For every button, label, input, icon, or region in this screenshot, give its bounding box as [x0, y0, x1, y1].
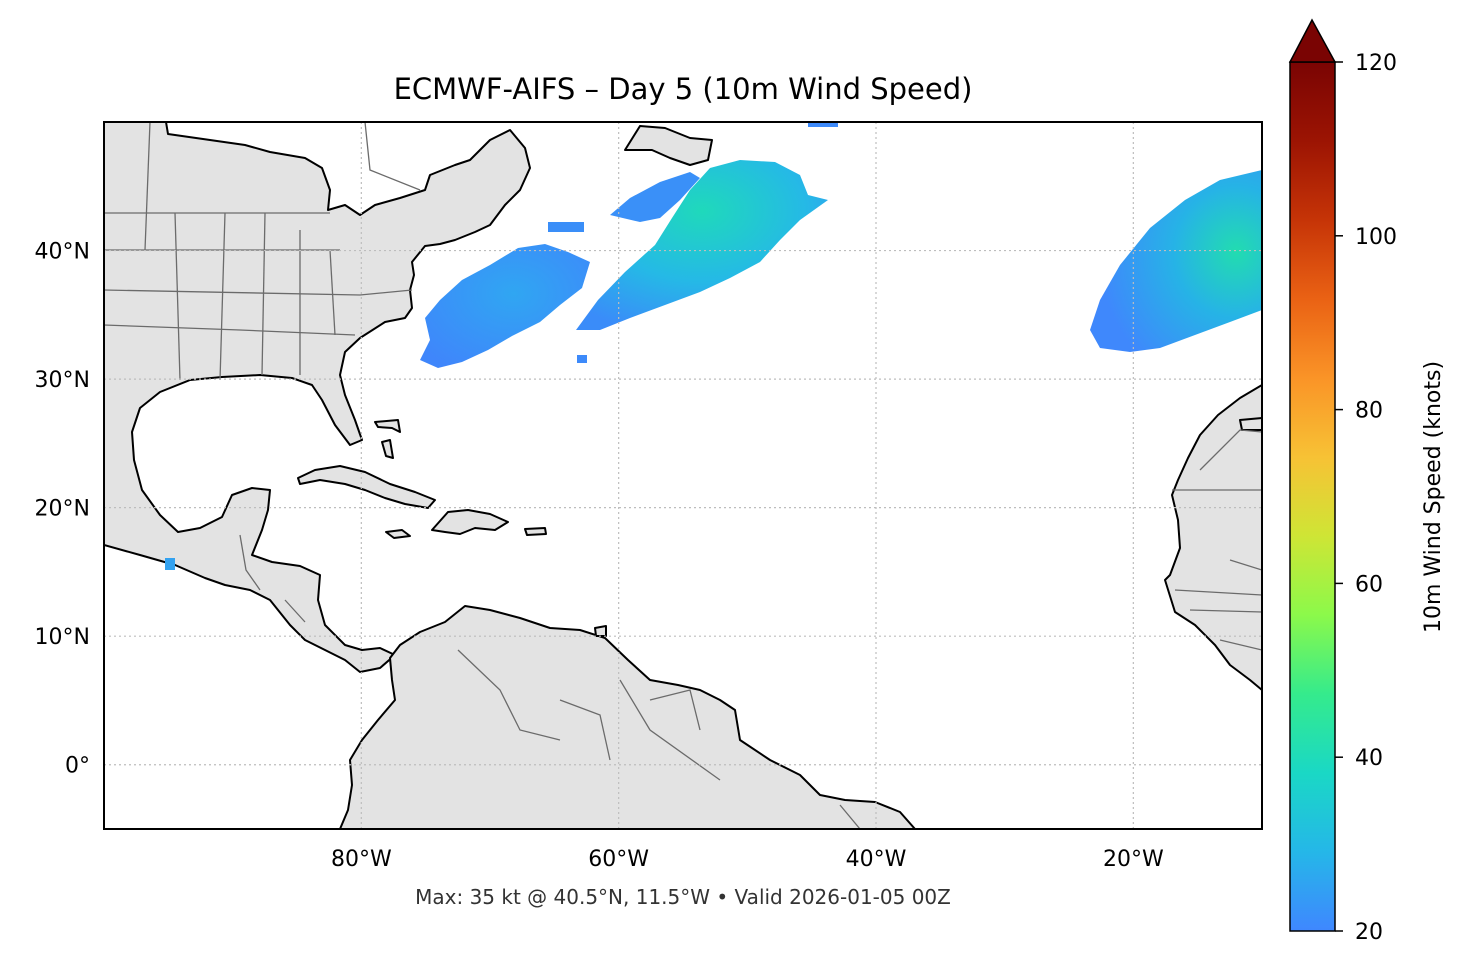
lat-tick-label: 40°N	[35, 240, 90, 265]
footer-note: Max: 35 kt @ 40.5°N, 11.5°W • Valid 2026…	[415, 885, 951, 909]
lat-tick-label: 20°N	[35, 497, 90, 522]
wind-speck-1	[548, 222, 584, 232]
lat-tick-label: 30°N	[35, 368, 90, 393]
colorbar-tick-label: 80	[1355, 399, 1383, 424]
latitude-labels: 40°N 30°N 20°N 10°N 0°	[35, 240, 90, 779]
longitude-labels: 80°W 60°W 40°W 20°W	[331, 847, 1164, 872]
colorbar-tick-label: 40	[1355, 746, 1383, 771]
land-cuba	[297, 465, 436, 509]
colorbar-tick-label: 100	[1355, 225, 1397, 250]
land-north-america	[104, 122, 531, 673]
land-newfoundland	[624, 125, 713, 166]
lon-tick-label: 20°W	[1103, 847, 1164, 872]
lat-tick-label: 0°	[65, 754, 90, 779]
colorbar-body	[1289, 61, 1336, 932]
colorbar-tick-label: 20	[1355, 920, 1383, 945]
political-borders	[104, 122, 1262, 829]
wind-speed-layer	[165, 122, 1262, 570]
lon-tick-label: 60°W	[588, 847, 649, 872]
colorbar: 20 40 60 80 100 120 10m Wind Speed (knots)	[1288, 18, 1446, 945]
lat-tick-label: 10°N	[35, 625, 90, 650]
land-africa	[1164, 384, 1262, 691]
land-canary-islands	[1239, 417, 1262, 431]
colorbar-extend-arrow	[1288, 18, 1337, 63]
colorbar-label: 10m Wind Speed (knots)	[1421, 361, 1446, 633]
wind-area-off-carolinas	[420, 244, 590, 368]
colorbar-tick-label: 120	[1355, 51, 1397, 76]
lon-tick-label: 80°W	[331, 847, 392, 872]
wind-area-northeast-atlantic	[1090, 170, 1262, 352]
wind-speck-3	[808, 122, 838, 127]
colorbar-ticks: 20 40 60 80 100 120	[1335, 51, 1397, 945]
wind-area-central-atlantic	[576, 160, 828, 330]
lon-tick-label: 40°W	[846, 847, 907, 872]
gridlines	[104, 122, 1262, 829]
land-bahamas	[374, 419, 401, 433]
land-trinidad	[594, 625, 607, 637]
land-puerto-rico	[524, 527, 547, 536]
wind-speck-4	[165, 558, 175, 570]
colorbar-tick-label: 60	[1355, 572, 1383, 597]
land-south-america	[339, 605, 916, 829]
land-jamaica	[385, 529, 411, 539]
map-frame	[103, 121, 1263, 830]
map-title: ECMWF-AIFS – Day 5 (10m Wind Speed)	[394, 72, 973, 106]
land-bahamas-2	[381, 439, 394, 459]
map-panel	[103, 121, 1263, 830]
wind-speck-2	[577, 355, 587, 363]
land-hispaniola	[431, 509, 509, 535]
wind-area-northwest-lobe	[610, 172, 700, 222]
